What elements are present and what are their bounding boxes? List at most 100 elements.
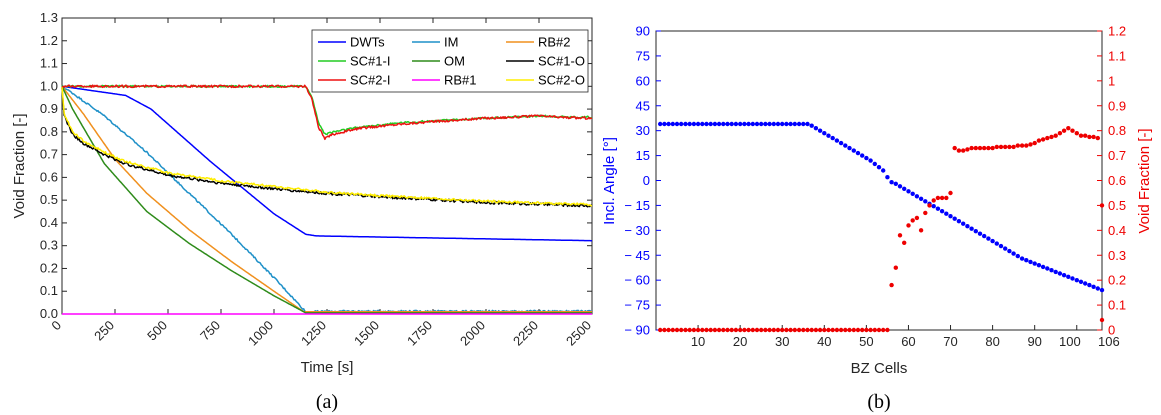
chart-b-point <box>1053 133 1058 138</box>
chart-b-series-void-fraction <box>658 126 1105 333</box>
chart-b-point <box>1007 248 1012 254</box>
chart-b-point <box>881 168 886 173</box>
chart-a-x-tick-label: 2250 <box>510 318 541 349</box>
chart-b-x-tick-label: 100 <box>1059 334 1081 349</box>
chart-b-point <box>700 327 705 333</box>
chart-a-y-tick-label: 0.0 <box>40 306 58 321</box>
chart-b-point <box>944 211 949 216</box>
chart-b-left-tick-label: 45 <box>636 98 650 113</box>
chart-b-left-tick-label: − 90 <box>624 323 650 338</box>
chart-a-legend-label: OM <box>444 54 465 69</box>
chart-b-right-tick-label: 1.2 <box>1108 24 1126 39</box>
chart-b-point <box>1099 287 1105 293</box>
chart-b-point <box>750 121 755 127</box>
chart-b-x-tick-label: 30 <box>775 334 789 349</box>
chart-b-point <box>1019 256 1025 261</box>
chart-a-legend-label: IM <box>444 35 458 50</box>
chart-b-point <box>1083 281 1088 286</box>
chart-a-x-tick-label: 750 <box>197 318 223 344</box>
chart-b-left-tick-label: − 30 <box>624 223 650 238</box>
chart-b-point <box>813 327 819 333</box>
chart-b-point <box>847 145 852 151</box>
chart-b-point <box>1099 203 1105 208</box>
chart-b-point <box>838 140 844 146</box>
chart-b-point <box>1011 144 1016 150</box>
chart-b-point <box>990 145 995 151</box>
chart-b-point <box>1049 268 1054 273</box>
chart-b-point <box>969 226 974 231</box>
chart-a-series-line-rb-2 <box>61 85 592 313</box>
chart-b-point <box>742 121 747 127</box>
chart-b-point <box>860 327 865 333</box>
chart-b-point <box>956 219 962 224</box>
chart-b-point <box>965 147 970 152</box>
chart-b-point <box>851 148 856 153</box>
chart-b-point <box>759 121 764 127</box>
chart-b-point <box>746 327 751 333</box>
chart-b-x-tick-label: 80 <box>985 334 999 349</box>
chart-a-x-tick-label: 250 <box>91 318 117 344</box>
chart-b-point <box>1045 135 1050 141</box>
chart-b-point <box>662 327 667 333</box>
chart-b-point <box>826 327 831 333</box>
chart-a-series-line-om <box>61 85 592 314</box>
chart-b-point <box>881 327 886 333</box>
chart-b-x-tick-label: 50 <box>859 334 873 349</box>
chart-b-point <box>1028 142 1033 147</box>
chart-b-point <box>775 327 781 333</box>
chart-b-point <box>805 121 810 127</box>
chart-b-point <box>990 238 995 244</box>
chart-b-point <box>1040 264 1046 270</box>
chart-a-y-axis-label: Void Fraction [-] <box>11 113 28 218</box>
chart-b-point <box>923 199 928 204</box>
chart-b-point <box>712 327 718 333</box>
chart-b-point <box>658 121 663 127</box>
chart-b-point <box>792 327 797 333</box>
chart-b-point <box>1040 137 1046 142</box>
chart-b-point <box>670 121 675 127</box>
chart-b-point <box>1011 251 1016 256</box>
chart-b-series <box>658 121 1105 333</box>
chart-b-point <box>1007 144 1012 150</box>
chart-b-point <box>1066 126 1071 131</box>
chart-b-point <box>1066 274 1071 279</box>
chart-b-point <box>969 145 974 151</box>
chart-b-point <box>767 121 772 127</box>
chart-a-legend-label: DWTs <box>350 35 385 50</box>
chart-a-panel-label: (a) <box>316 391 338 413</box>
chart-b-point <box>796 121 802 127</box>
chart-b-point <box>1045 266 1050 271</box>
chart-b-point <box>998 144 1004 150</box>
chart-b-point <box>1057 131 1063 136</box>
chart-b-point <box>687 121 692 127</box>
chart-b-point <box>986 236 991 241</box>
chart-b-point <box>754 327 760 333</box>
chart-b-point <box>716 327 722 333</box>
chart-b-point <box>893 181 898 186</box>
chart-b-point <box>830 135 835 141</box>
chart-b-right-tick-label: 0.7 <box>1108 148 1126 163</box>
chart-b-point <box>923 210 928 216</box>
chart-b-point <box>961 148 966 153</box>
chart-a-y-tick-label: 0.3 <box>40 238 58 253</box>
chart-b-point <box>792 121 797 127</box>
chart-b-point <box>784 121 789 127</box>
chart-b-point <box>666 121 671 127</box>
chart-b-point <box>796 327 802 333</box>
chart-a-y-tick-label: 1.2 <box>40 33 58 48</box>
chart-b-point <box>855 327 861 333</box>
chart-b-right-tick-label: 0.1 <box>1108 298 1126 313</box>
chart-b-point <box>939 195 945 201</box>
chart-a-legend-label: SC#1-I <box>350 54 390 69</box>
chart-a: 0.0 0.1 0.2 0.3 0.4 0.5 0.6 0.7 0.8 0.9 1.0 1.1 1.2 1… <box>11 10 594 413</box>
chart-b-point <box>738 121 743 127</box>
chart-b-right-y-axis-label: Void Fraction [-] <box>1136 128 1153 233</box>
chart-b-left-y-axis-label: Incl. Angle [°] <box>601 137 618 225</box>
chart-b-point <box>712 121 718 127</box>
chart-b-left-tick-label: 75 <box>636 48 650 63</box>
chart-a-series-line-sc-2-o <box>61 87 593 207</box>
chart-b-point <box>931 204 936 209</box>
chart-b-point <box>708 327 713 333</box>
chart-b-point <box>1083 133 1088 138</box>
